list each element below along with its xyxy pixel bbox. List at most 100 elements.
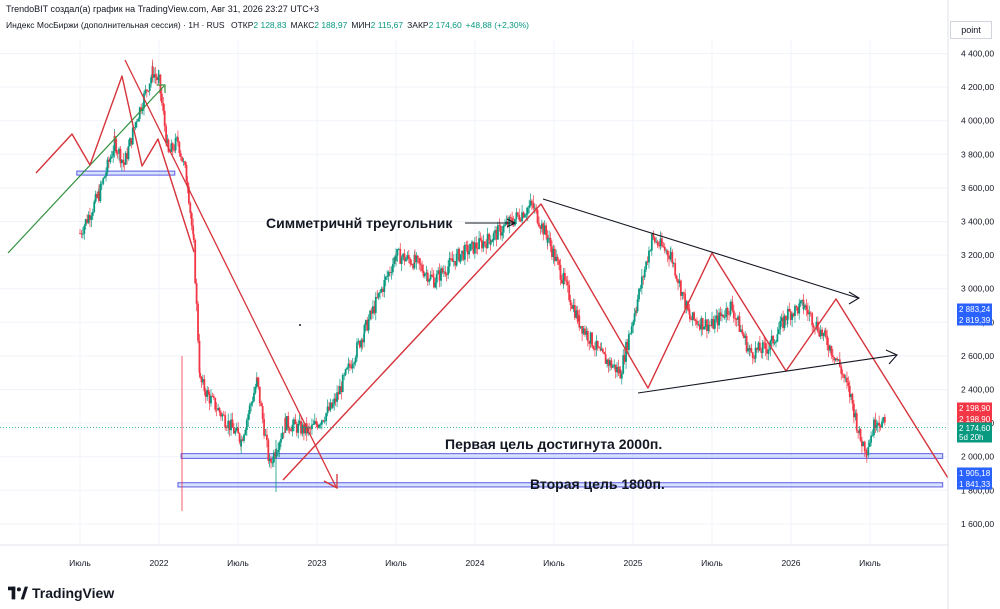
x-tick-label: Июль <box>69 558 91 568</box>
candle-body <box>521 212 523 222</box>
candle-body <box>592 346 595 350</box>
candle-body <box>633 313 636 322</box>
candle-body <box>815 321 818 329</box>
candle-body <box>450 258 452 259</box>
candle-body <box>295 424 298 433</box>
candle-body <box>173 149 176 151</box>
price-label: 2 198,90 <box>959 404 991 413</box>
candle-body <box>598 347 601 349</box>
y-tick-label: 1 600,00 <box>961 519 994 529</box>
candle-body <box>761 342 764 353</box>
price-labels: 2 883,242 819,392 198,902 198,902 174,60… <box>957 303 992 490</box>
candle-body <box>516 212 519 215</box>
candle-body <box>451 258 454 262</box>
candle-body <box>311 424 313 430</box>
candle-body <box>791 313 794 320</box>
candle-body <box>127 146 130 160</box>
candle-body <box>636 299 639 312</box>
x-tick-label: Июль <box>859 558 881 568</box>
candle-body <box>666 250 669 256</box>
candle-body <box>639 288 642 290</box>
candle-body <box>603 352 606 355</box>
candle-body <box>129 138 131 147</box>
candle-body <box>309 428 312 430</box>
price-label: 2 883,24 <box>959 305 991 314</box>
candle-body <box>763 342 766 344</box>
candle-body <box>458 249 461 262</box>
candle-body <box>131 127 134 145</box>
price-scale-unit[interactable]: point <box>950 21 992 39</box>
candle-body <box>379 292 381 293</box>
candle-body <box>772 335 775 344</box>
candle-body <box>582 328 585 334</box>
candle-body <box>220 412 222 417</box>
candle-body <box>653 237 656 243</box>
candle-body <box>508 217 511 227</box>
candle-body <box>245 420 248 430</box>
candle-body <box>363 333 365 343</box>
candle-body <box>568 285 571 301</box>
candle-body <box>171 143 174 150</box>
candle-body <box>861 440 863 447</box>
candle-body <box>163 110 166 127</box>
candle-body <box>881 421 883 428</box>
candle-body <box>113 135 116 152</box>
candle-body <box>339 386 341 395</box>
ohlc-field-value: +48,88 (+2,30%) <box>465 20 529 30</box>
candle-body <box>857 430 860 433</box>
candle-body <box>162 102 165 111</box>
candle-body <box>672 263 675 264</box>
candle-body <box>159 74 162 94</box>
candle-body <box>596 340 599 348</box>
candle-body <box>855 413 858 431</box>
ohlc-legend: Индекс МосБиржи (дополнительная сессия) … <box>6 20 529 30</box>
candle-body <box>674 263 677 276</box>
candle-body <box>865 453 868 456</box>
candle-body <box>549 237 552 247</box>
candle-body <box>194 239 197 284</box>
candle-body <box>80 233 83 235</box>
candle-body <box>546 238 549 243</box>
candle-body <box>93 201 96 212</box>
candle-body <box>659 238 662 247</box>
candle-body <box>758 342 761 351</box>
candle-body <box>668 255 670 260</box>
candle-body <box>629 333 632 335</box>
candle-body <box>744 335 747 338</box>
candle-body <box>630 326 633 334</box>
candle-body <box>732 310 735 319</box>
candle-body <box>148 83 151 91</box>
ohlc-field-label: ОТКР <box>230 20 254 30</box>
y-tick-label: 3 400,00 <box>961 217 994 227</box>
y-tick-label: 3 200,00 <box>961 250 994 260</box>
candle-body <box>626 342 629 350</box>
ohlc-field-label: ЗАКР <box>407 20 429 30</box>
candle-body <box>234 430 237 434</box>
candle-body <box>600 348 603 351</box>
candle-body <box>122 159 125 163</box>
candle-body <box>254 387 257 393</box>
candle-body <box>256 377 258 379</box>
candle-body <box>833 357 836 361</box>
candle-body <box>313 421 316 425</box>
candle-body <box>675 275 678 280</box>
candle-body <box>610 360 613 368</box>
candle-body <box>231 419 234 428</box>
candle-body <box>731 301 734 311</box>
y-tick-label: 2 600,00 <box>961 351 994 361</box>
candle-body <box>728 314 730 316</box>
candle-body <box>337 392 340 395</box>
candle-body <box>297 423 300 433</box>
candle-body <box>713 319 716 329</box>
candle-body <box>482 241 485 249</box>
candle-body <box>738 316 741 332</box>
candle-body <box>852 403 855 418</box>
candle-body <box>483 241 486 244</box>
candle-body <box>329 402 332 411</box>
candle-body <box>199 372 201 377</box>
chart-annotation: Вторая цель 1800п. <box>530 476 665 492</box>
candle-body <box>399 248 402 264</box>
price-label: 2 819,39 <box>959 316 991 325</box>
candle-body <box>617 366 620 374</box>
